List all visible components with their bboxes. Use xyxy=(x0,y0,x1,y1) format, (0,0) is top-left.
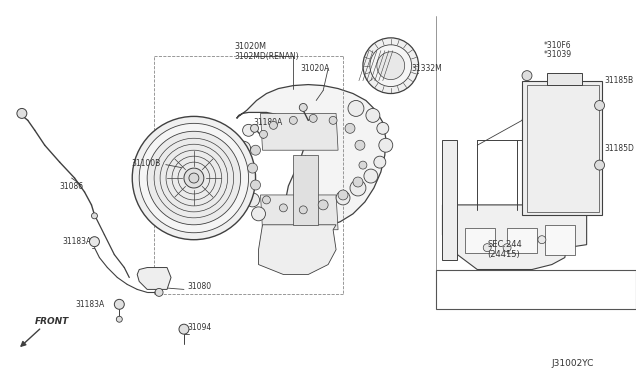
Circle shape xyxy=(252,207,266,221)
Circle shape xyxy=(90,237,99,247)
Circle shape xyxy=(269,121,277,129)
Text: SEC.244: SEC.244 xyxy=(487,240,522,249)
Circle shape xyxy=(374,156,386,168)
Text: 31080: 31080 xyxy=(187,282,211,291)
Text: J31002YC: J31002YC xyxy=(552,359,594,369)
Circle shape xyxy=(251,145,260,155)
Polygon shape xyxy=(260,195,338,230)
Circle shape xyxy=(363,38,419,93)
Circle shape xyxy=(115,299,124,309)
Circle shape xyxy=(348,100,364,116)
Circle shape xyxy=(248,163,257,173)
Circle shape xyxy=(377,122,388,134)
Text: 31094: 31094 xyxy=(187,323,211,332)
Circle shape xyxy=(483,244,491,251)
Circle shape xyxy=(243,124,255,136)
Text: *31039: *31039 xyxy=(544,50,572,59)
Text: *310F6: *310F6 xyxy=(544,41,572,50)
Circle shape xyxy=(318,200,328,210)
Polygon shape xyxy=(137,267,171,289)
Circle shape xyxy=(189,173,199,183)
Text: (24415): (24415) xyxy=(487,250,520,259)
Bar xyxy=(545,225,575,254)
Circle shape xyxy=(595,100,605,110)
Text: *ATTENTION:THIS ECU(P/C 310F6): *ATTENTION:THIS ECU(P/C 310F6) xyxy=(440,278,564,285)
Circle shape xyxy=(155,288,163,296)
Circle shape xyxy=(237,141,251,155)
Bar xyxy=(527,84,598,212)
Circle shape xyxy=(370,45,412,87)
Circle shape xyxy=(359,161,367,169)
Circle shape xyxy=(350,180,366,196)
Circle shape xyxy=(300,206,307,214)
Circle shape xyxy=(336,191,350,205)
Circle shape xyxy=(364,169,378,183)
Text: MUST BE PROGRAMMED DATA.: MUST BE PROGRAMMED DATA. xyxy=(440,289,552,295)
Circle shape xyxy=(184,168,204,188)
Bar xyxy=(465,228,495,253)
Text: FRONT: FRONT xyxy=(35,317,69,326)
Circle shape xyxy=(17,109,27,118)
Circle shape xyxy=(179,324,189,334)
Circle shape xyxy=(92,213,97,219)
Text: 31086: 31086 xyxy=(60,183,84,192)
Text: 3102MD(RENAN): 3102MD(RENAN) xyxy=(235,52,300,61)
Text: 31020A: 31020A xyxy=(300,64,330,73)
Bar xyxy=(522,81,602,215)
Circle shape xyxy=(140,124,248,233)
Circle shape xyxy=(147,131,241,225)
Circle shape xyxy=(251,180,260,190)
Circle shape xyxy=(522,71,532,81)
Circle shape xyxy=(538,236,546,244)
Circle shape xyxy=(377,52,404,80)
Circle shape xyxy=(309,115,317,122)
Circle shape xyxy=(353,177,363,187)
Bar xyxy=(507,228,537,253)
Circle shape xyxy=(246,193,259,207)
Bar xyxy=(435,270,636,309)
Circle shape xyxy=(595,160,605,170)
Circle shape xyxy=(503,244,511,251)
Polygon shape xyxy=(442,140,458,260)
Circle shape xyxy=(338,190,348,200)
Text: 31185B: 31185B xyxy=(605,76,634,85)
Polygon shape xyxy=(293,155,318,225)
Circle shape xyxy=(329,116,337,124)
Text: 31185D: 31185D xyxy=(605,144,634,153)
Text: 31183A: 31183A xyxy=(62,237,92,246)
Circle shape xyxy=(239,175,255,191)
Circle shape xyxy=(262,196,271,204)
Polygon shape xyxy=(259,225,336,275)
Circle shape xyxy=(280,204,287,212)
Polygon shape xyxy=(237,84,386,228)
Text: 31183A: 31183A xyxy=(75,300,104,309)
Text: 31332M: 31332M xyxy=(412,64,442,73)
Circle shape xyxy=(366,109,380,122)
Circle shape xyxy=(259,130,268,138)
Polygon shape xyxy=(260,113,338,150)
Circle shape xyxy=(251,124,259,132)
Circle shape xyxy=(379,138,393,152)
Bar xyxy=(547,73,582,84)
Circle shape xyxy=(300,103,307,112)
Circle shape xyxy=(236,159,250,173)
Circle shape xyxy=(289,116,298,124)
Circle shape xyxy=(355,140,365,150)
Circle shape xyxy=(132,116,255,240)
Text: 31180A: 31180A xyxy=(253,118,283,127)
Polygon shape xyxy=(442,205,587,270)
Text: 31020M: 31020M xyxy=(235,42,267,51)
Circle shape xyxy=(345,124,355,133)
Circle shape xyxy=(116,316,122,322)
Text: 31100B: 31100B xyxy=(132,158,161,168)
